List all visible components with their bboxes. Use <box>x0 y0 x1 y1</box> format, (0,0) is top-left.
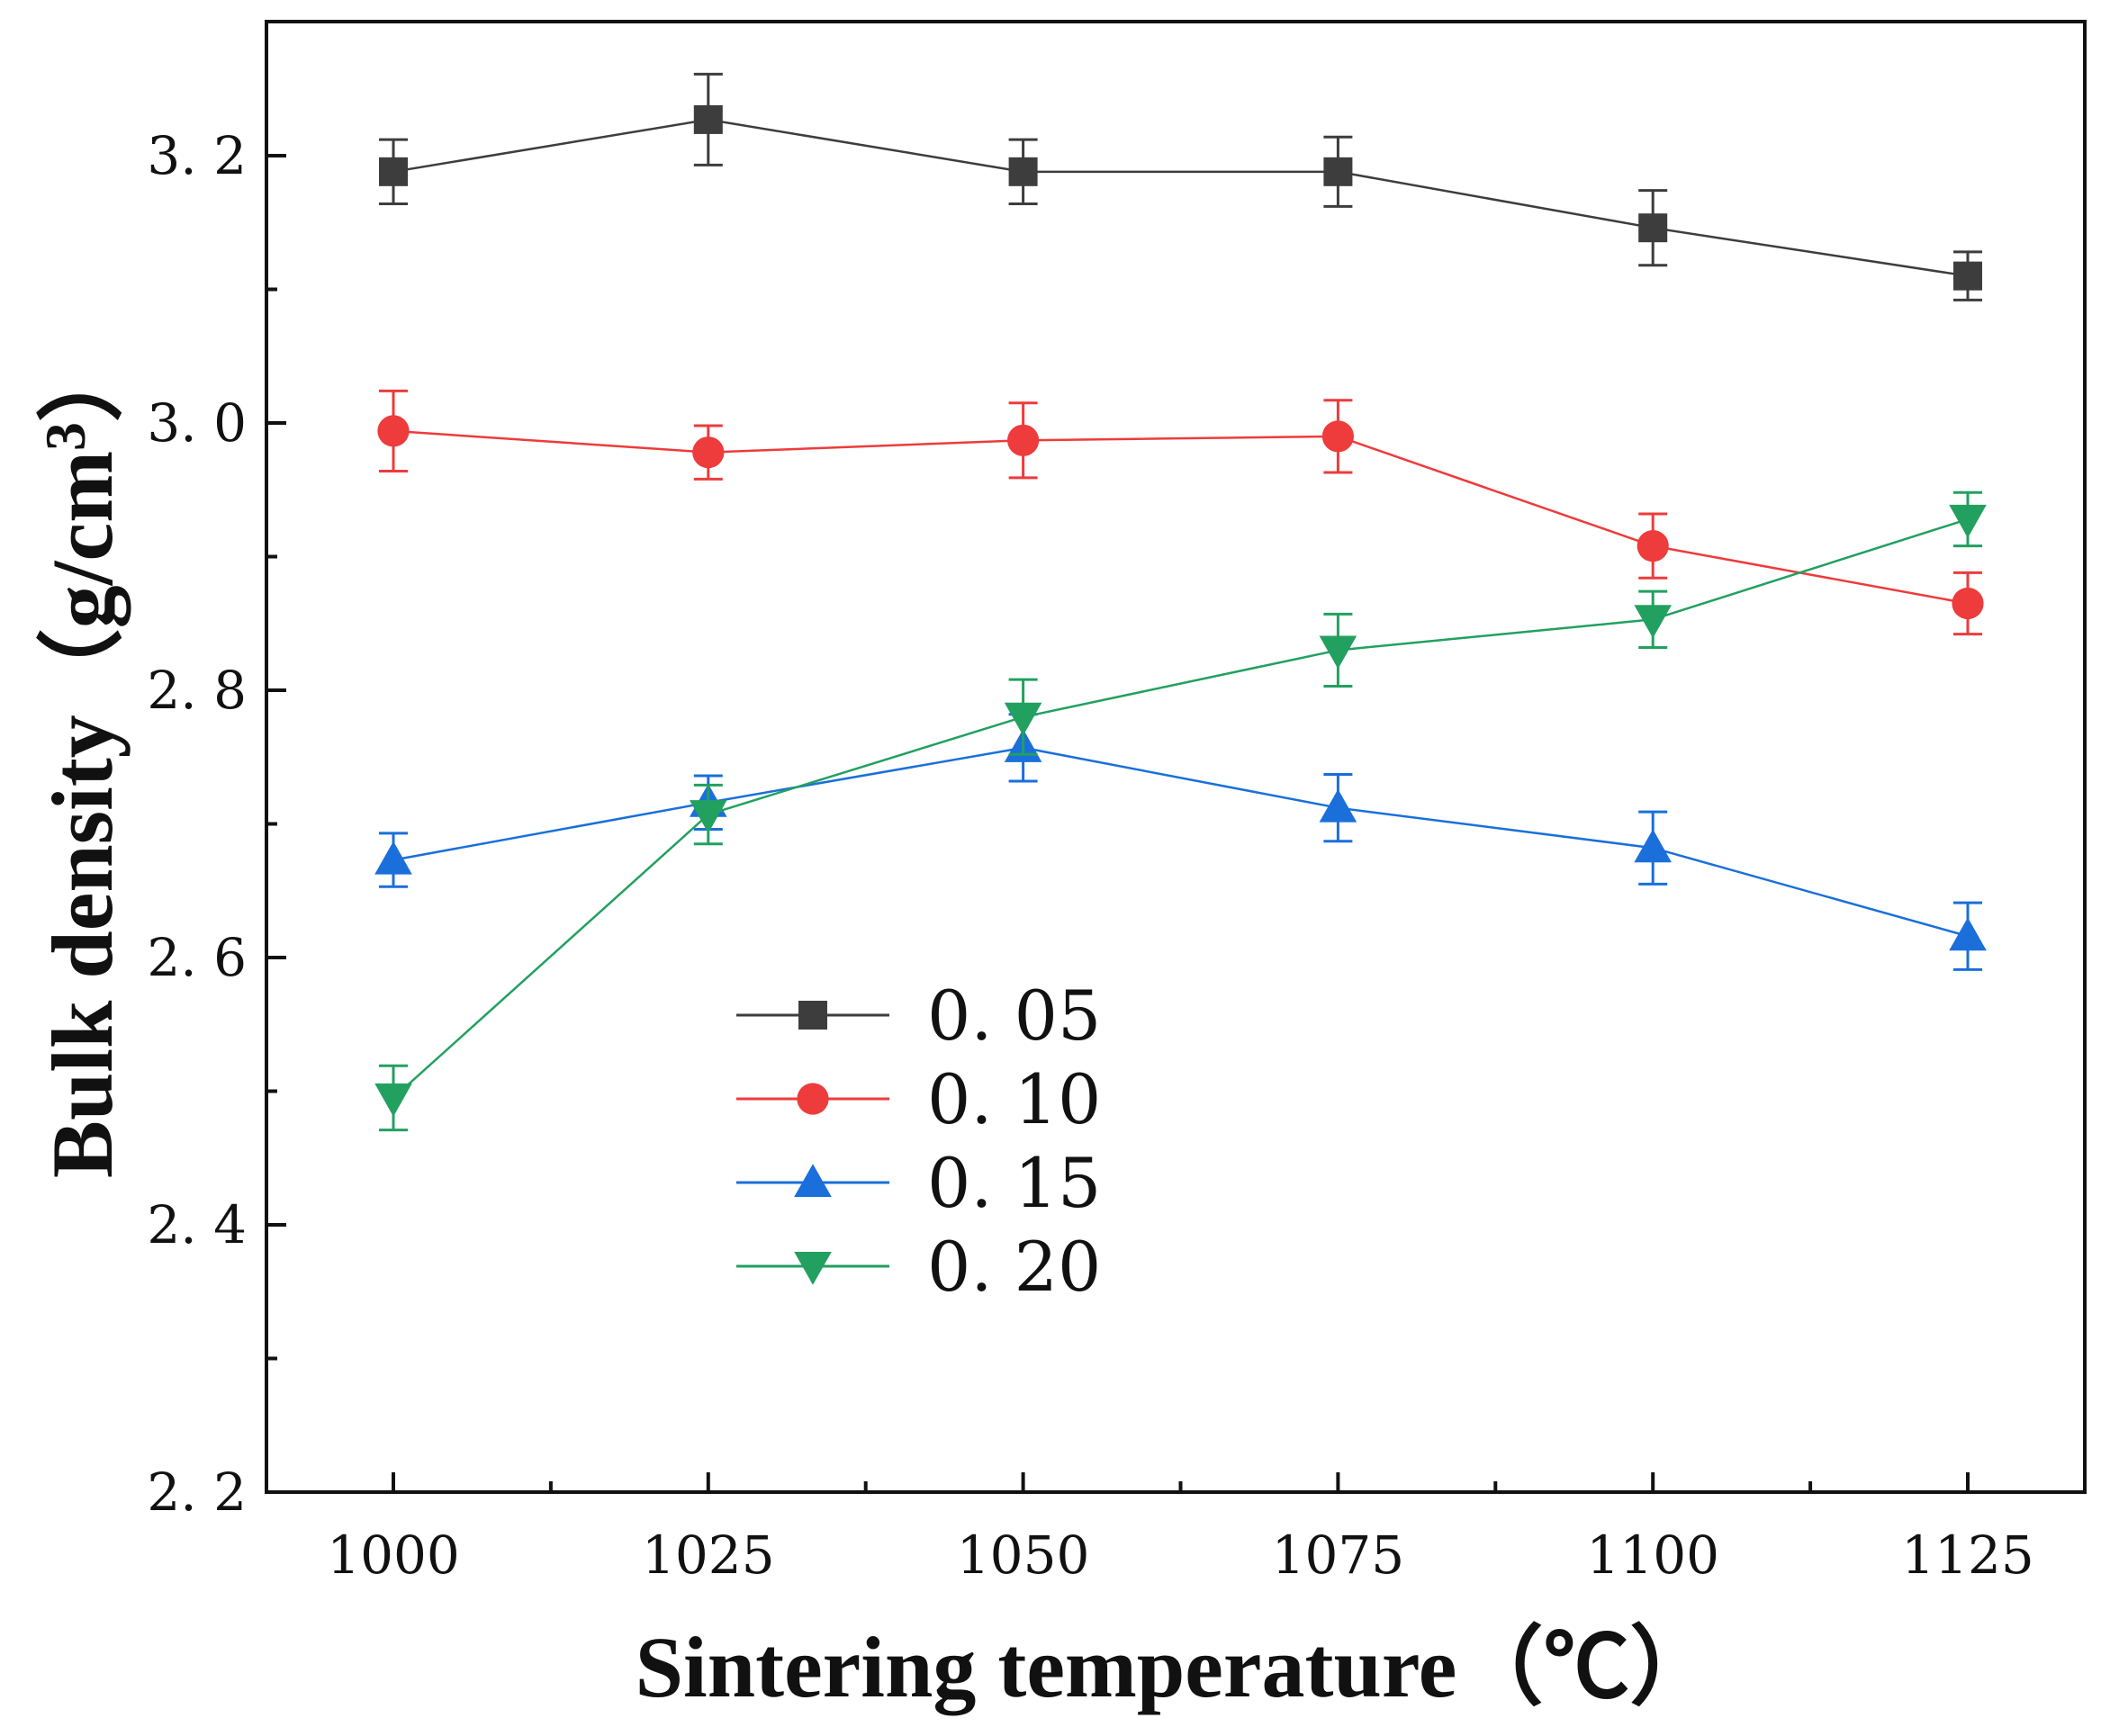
data-point <box>374 841 412 875</box>
legend-label: 0. 20 <box>927 1227 1101 1307</box>
legend-item-1: 0. 10 <box>736 1059 1101 1139</box>
legend-item-0: 0. 05 <box>736 976 1101 1056</box>
data-point <box>377 415 410 447</box>
legend-item-3: 0. 20 <box>736 1227 1101 1307</box>
y-tick-label: 3. 0 <box>147 392 247 454</box>
data-point <box>1953 261 1982 291</box>
y-axis-title-close: ） <box>34 336 131 422</box>
y-tick-label: 2. 2 <box>147 1462 247 1523</box>
data-point <box>1949 504 1987 538</box>
data-point <box>692 436 725 469</box>
y-tick-label: 2. 6 <box>147 927 247 988</box>
series-line <box>392 517 1969 1099</box>
data-point <box>1007 424 1040 456</box>
data-point <box>1638 213 1668 243</box>
legend-marker <box>794 1164 832 1197</box>
data-point <box>1319 635 1357 670</box>
legend-marker <box>797 1083 829 1115</box>
legend-marker <box>798 1001 827 1030</box>
y-axis-title: Bulk density（g/cm3） <box>33 336 131 1178</box>
data-point <box>1004 702 1042 736</box>
data-point <box>693 104 723 134</box>
legend: 0. 050. 100. 150. 20 <box>736 976 1101 1307</box>
legend-label: 0. 10 <box>927 1059 1101 1139</box>
data-point <box>1319 788 1357 823</box>
legend-marker <box>794 1252 832 1285</box>
plot-frame <box>265 20 2087 1494</box>
x-tick-label: 1025 <box>642 1525 775 1586</box>
data-point <box>1634 605 1672 639</box>
x-tick-label: 1100 <box>1586 1525 1719 1586</box>
series-2 <box>374 713 1987 971</box>
y-axis-title-main: Bulk density（g/cm <box>34 451 131 1178</box>
series-line <box>392 118 1969 277</box>
tick-labels: 1000 1025 1050 1075 1100 1125 2. 2 2. 4 2. 6 2. 8… <box>147 125 2033 1586</box>
x-tick-label: 1125 <box>1901 1525 2034 1586</box>
x-tick-label: 1075 <box>1272 1525 1405 1586</box>
data-point <box>1634 829 1672 863</box>
x-axis-title: Sintering temperature（℃） <box>636 1619 1717 1715</box>
data-point <box>1952 587 1984 620</box>
data-point <box>1323 157 1353 186</box>
series-3 <box>374 490 1987 1132</box>
legend-item-2: 0. 15 <box>736 1143 1101 1223</box>
data-point <box>1949 917 1987 951</box>
legend-label: 0. 15 <box>927 1143 1101 1223</box>
y-tick-label: 2. 8 <box>147 660 247 721</box>
series-line <box>392 746 1969 938</box>
legend-label: 0. 05 <box>927 976 1101 1056</box>
series-layer <box>374 72 1987 1132</box>
y-tick-label: 3. 2 <box>147 125 247 186</box>
data-point <box>690 800 727 833</box>
x-tick-label: 1050 <box>957 1525 1090 1586</box>
data-point <box>379 157 408 186</box>
axis-ticks <box>266 154 1970 1494</box>
x-tick-label: 1000 <box>327 1525 460 1586</box>
y-tick-label: 2. 4 <box>147 1194 247 1255</box>
data-point <box>1321 420 1354 453</box>
data-point <box>374 1083 412 1117</box>
series-1 <box>377 389 1984 636</box>
series-0 <box>379 72 1982 301</box>
data-point <box>1637 530 1669 562</box>
series-line <box>392 429 1969 605</box>
y-axis-title-superscript: 3 <box>33 422 97 451</box>
data-point <box>1008 157 1038 186</box>
